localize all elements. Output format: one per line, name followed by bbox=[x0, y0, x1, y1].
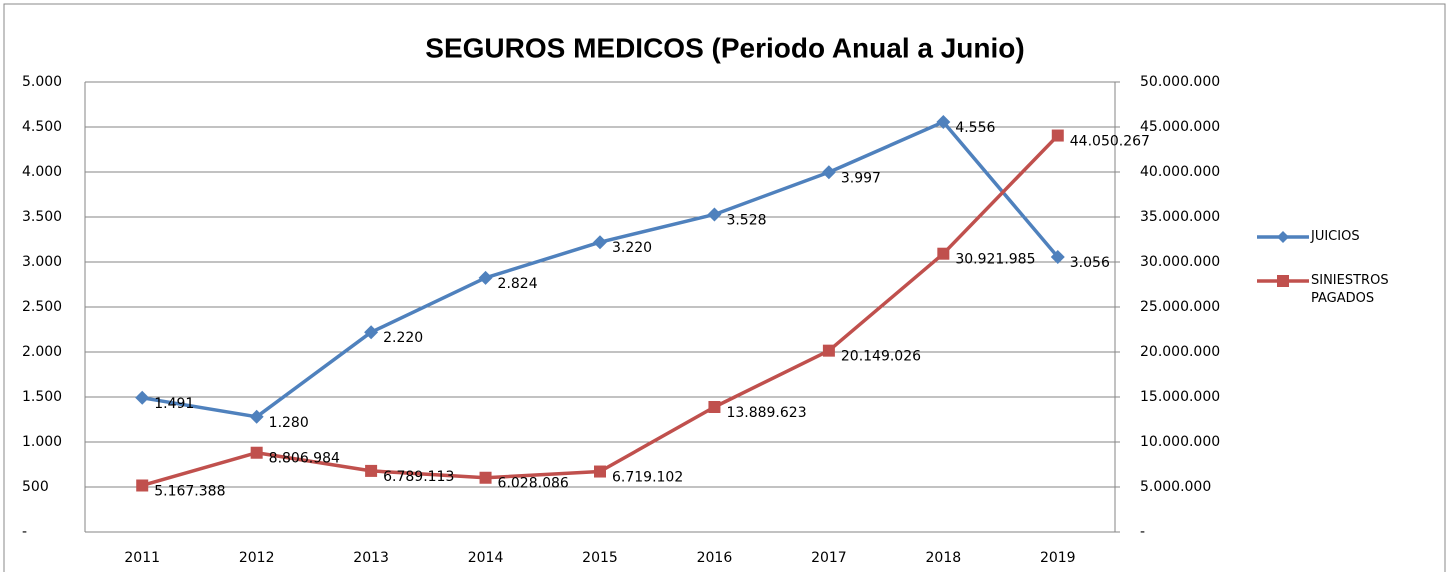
x-tick-label: 2015 bbox=[582, 550, 618, 566]
y2-tick-label: 35.000.000 bbox=[1140, 209, 1220, 225]
chart-frame bbox=[3, 3, 1446, 572]
data-label: 3.220 bbox=[612, 240, 652, 256]
data-label: 3.528 bbox=[726, 212, 766, 228]
y2-tick-label: 30.000.000 bbox=[1140, 254, 1220, 270]
y-tick-label: 4.000 bbox=[22, 164, 62, 180]
marker bbox=[708, 400, 721, 413]
marker bbox=[136, 479, 149, 492]
data-label: 4.556 bbox=[955, 120, 995, 136]
x-tick-label: 2013 bbox=[353, 550, 389, 566]
data-label: 1.280 bbox=[269, 415, 309, 431]
x-tick-label: 2012 bbox=[239, 550, 275, 566]
legend-swatch bbox=[1257, 231, 1309, 243]
marker bbox=[135, 390, 150, 405]
x-tick-label: 2019 bbox=[1040, 550, 1076, 566]
data-label: 2.824 bbox=[498, 276, 538, 292]
x-tick-label: 2016 bbox=[697, 550, 733, 566]
data-label: 3.997 bbox=[841, 170, 881, 186]
marker bbox=[593, 235, 607, 250]
y2-tick-label: 15.000.000 bbox=[1140, 389, 1220, 405]
y2-tick-label: 45.000.000 bbox=[1140, 119, 1220, 135]
y-tick-label: 2.000 bbox=[22, 344, 62, 360]
marker bbox=[936, 114, 951, 129]
y-tick-label: 2.500 bbox=[22, 299, 62, 315]
y2-tick-label: 20.000.000 bbox=[1140, 344, 1220, 360]
x-tick-label: 2011 bbox=[124, 550, 160, 566]
marker bbox=[364, 325, 379, 340]
y-tick-label: 3.500 bbox=[22, 209, 62, 225]
y2-tick-label: 5.000.000 bbox=[1140, 479, 1211, 495]
y2-tick-label: - bbox=[1140, 524, 1145, 540]
marker bbox=[1051, 129, 1064, 142]
y-tick-label: 4.500 bbox=[22, 119, 62, 135]
data-label: 1.491 bbox=[154, 396, 194, 412]
y-tick-label: - bbox=[22, 524, 27, 540]
legend-label: SINIESTROS PAGADOS bbox=[1311, 273, 1389, 306]
legend: JUICIOS SINIESTROS PAGADOS bbox=[1255, 228, 1411, 334]
y-tick-label: 1.000 bbox=[22, 434, 62, 450]
x-tick-label: 2017 bbox=[811, 550, 847, 566]
y2-tick-label: 50.000.000 bbox=[1140, 74, 1220, 90]
data-label: 2.220 bbox=[383, 330, 423, 346]
legend-item: JUICIOS bbox=[1255, 228, 1411, 246]
y-tick-label: 5.000 bbox=[22, 74, 62, 90]
marker bbox=[478, 270, 493, 285]
y2-tick-label: 10.000.000 bbox=[1140, 434, 1220, 450]
y-tick-label: 500 bbox=[22, 479, 49, 495]
marker bbox=[1050, 249, 1065, 264]
marker bbox=[821, 165, 836, 180]
legend-item: SINIESTROS PAGADOS bbox=[1255, 272, 1411, 308]
y-tick-label: 1.500 bbox=[22, 389, 62, 405]
legend-label: JUICIOS bbox=[1311, 229, 1360, 244]
y2-tick-label: 25.000.000 bbox=[1140, 299, 1220, 315]
marker bbox=[594, 465, 606, 478]
data-label: 44.050.267 bbox=[1070, 134, 1150, 150]
marker bbox=[479, 471, 492, 484]
data-label: 3.056 bbox=[1070, 255, 1110, 271]
x-tick-label: 2014 bbox=[468, 550, 504, 566]
data-label: 13.889.623 bbox=[726, 405, 806, 421]
marker bbox=[365, 464, 378, 477]
data-label: 8.806.984 bbox=[269, 451, 340, 467]
legend-swatch bbox=[1257, 275, 1309, 287]
marker bbox=[822, 344, 835, 357]
marker bbox=[250, 446, 263, 459]
x-tick-label: 2018 bbox=[926, 550, 962, 566]
data-label: 6.719.102 bbox=[612, 470, 683, 486]
data-label: 30.921.985 bbox=[955, 252, 1035, 268]
data-label: 5.167.388 bbox=[154, 483, 225, 499]
y2-tick-label: 40.000.000 bbox=[1140, 164, 1220, 180]
marker bbox=[707, 207, 722, 222]
marker bbox=[249, 409, 264, 424]
data-label: 20.149.026 bbox=[841, 349, 921, 365]
chart-title: SEGUROS MEDICOS (Periodo Anual a Junio) bbox=[425, 32, 1024, 63]
marker bbox=[937, 247, 950, 260]
data-label: 6.789.113 bbox=[383, 469, 454, 485]
y-tick-label: 3.000 bbox=[22, 254, 62, 270]
data-label: 6.028.086 bbox=[498, 476, 569, 492]
